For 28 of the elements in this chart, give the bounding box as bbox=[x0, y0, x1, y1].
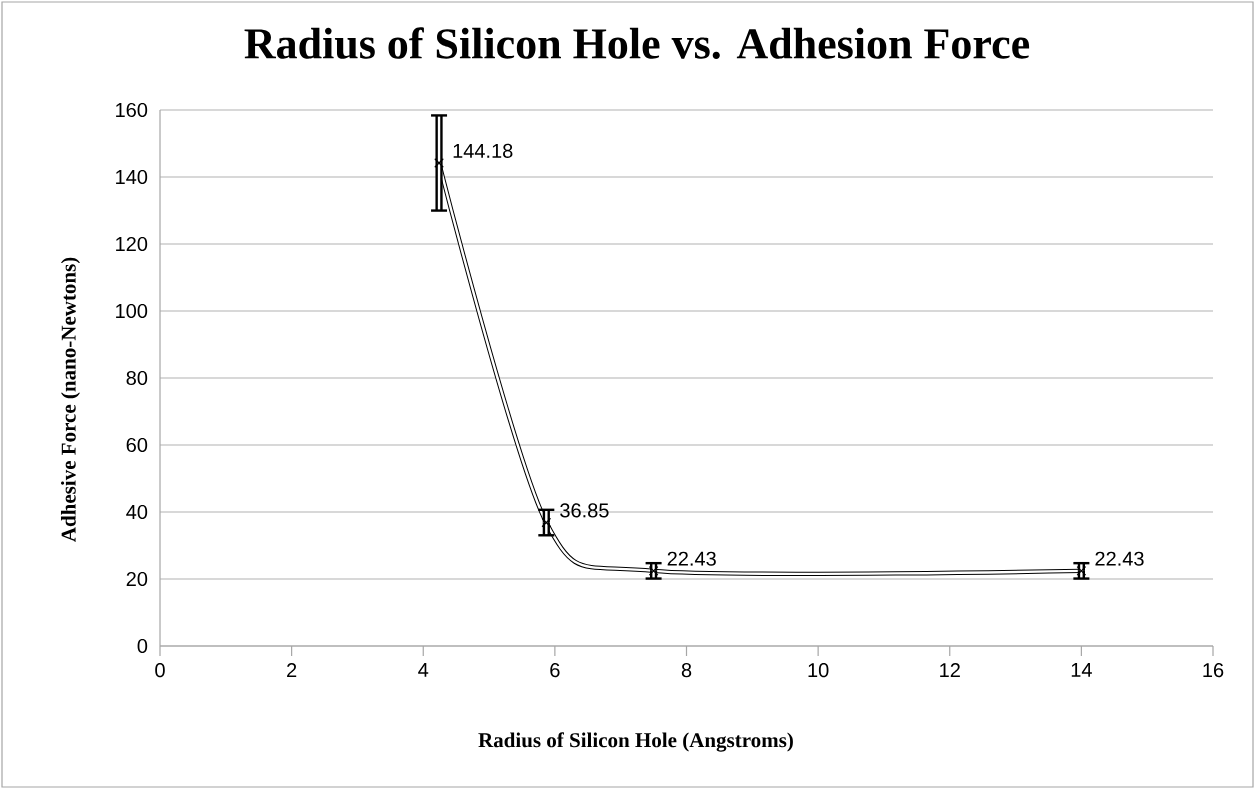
y-tick-label: 120 bbox=[116, 236, 148, 252]
x-tick-label: 10 bbox=[808, 663, 829, 678]
point bbox=[434, 158, 444, 168]
y-tick-label: 80 bbox=[126, 370, 148, 386]
y-tick-label: 0 bbox=[137, 638, 148, 654]
data-label: 36.85 bbox=[560, 503, 609, 518]
x-tick-label: 6 bbox=[550, 663, 560, 678]
x-tick-label: 12 bbox=[940, 663, 960, 678]
x-axis-title: Radius of Silicon Hole (Angstroms) bbox=[478, 732, 793, 752]
data-label: 22.43 bbox=[667, 551, 716, 566]
y-tick-label: 40 bbox=[126, 504, 148, 520]
data-label: 22.43 bbox=[1095, 551, 1144, 566]
y-tick-label: 60 bbox=[126, 437, 148, 453]
x-tick-label: 2 bbox=[287, 663, 297, 678]
y-tick-label: 140 bbox=[116, 169, 148, 185]
x-tick-label: 8 bbox=[681, 663, 692, 678]
x-tick-label: 16 bbox=[1203, 663, 1224, 678]
x-tick-label: 0 bbox=[155, 663, 165, 678]
y-axis-title: Adhesive Force (nano-Newtons) bbox=[60, 257, 80, 542]
chart-title: Radius of Silicon Hole vs. Adhesion Force bbox=[244, 27, 1030, 59]
x-tick-label: 4 bbox=[418, 663, 429, 677]
x-tick-label: 14 bbox=[1071, 663, 1092, 677]
y-tick-label: 100 bbox=[116, 303, 148, 319]
point bbox=[648, 566, 659, 576]
data-label: 144.18 bbox=[453, 143, 513, 158]
y-tick-label: 160 bbox=[116, 102, 148, 118]
y-tick-label: 20 bbox=[126, 571, 148, 587]
point bbox=[541, 517, 552, 528]
